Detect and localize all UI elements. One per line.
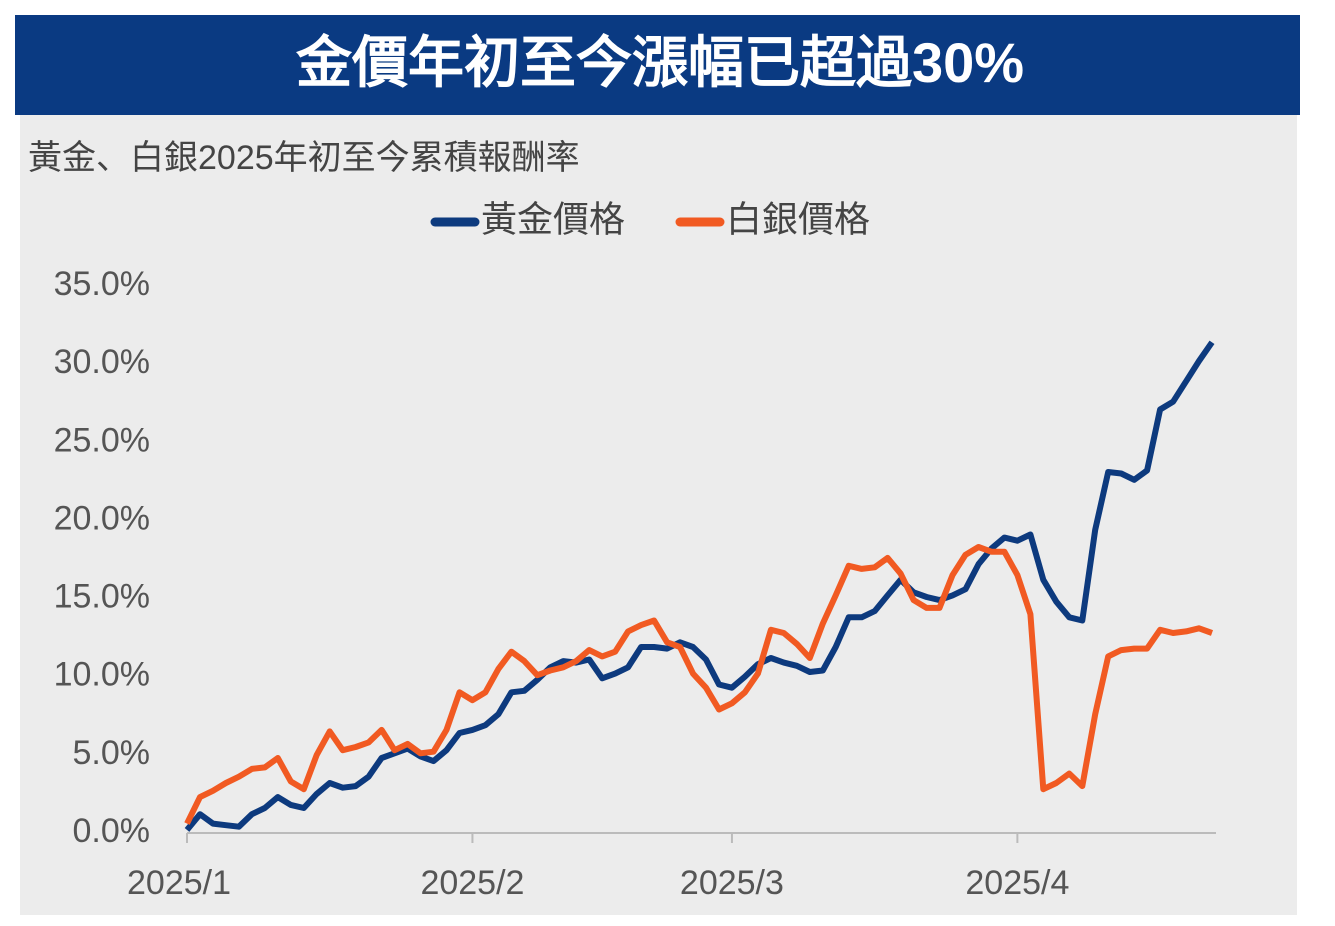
x-tick-label: 2025/4 xyxy=(965,864,1069,902)
y-tick-label: 15.0% xyxy=(54,578,150,616)
line-series xyxy=(184,340,1215,832)
y-tick-label: 20.0% xyxy=(54,499,150,537)
y-tick-label: 25.0% xyxy=(54,421,150,459)
chart-title: 金價年初至今漲幅已超過30% xyxy=(295,31,1024,94)
y-tick-label: 5.0% xyxy=(73,734,151,772)
legend-label: 黃金價格 xyxy=(481,199,625,240)
y-tick-label: 10.0% xyxy=(54,656,150,694)
title-banner xyxy=(15,15,1300,115)
x-tick-label: 2025/3 xyxy=(680,864,784,902)
x-tick-label: 2025/1 xyxy=(127,864,231,902)
y-tick-label: 30.0% xyxy=(54,343,150,381)
plot-panel xyxy=(20,115,1297,915)
y-tick-label: 0.0% xyxy=(73,812,151,850)
legend-label: 白銀價格 xyxy=(726,199,870,240)
line-series xyxy=(184,544,1214,825)
subtitle: 黃金、白銀2025年初至今累積報酬率 xyxy=(28,139,580,177)
x-tick-label: 2025/2 xyxy=(420,864,524,902)
y-tick-label: 35.0% xyxy=(54,265,150,303)
